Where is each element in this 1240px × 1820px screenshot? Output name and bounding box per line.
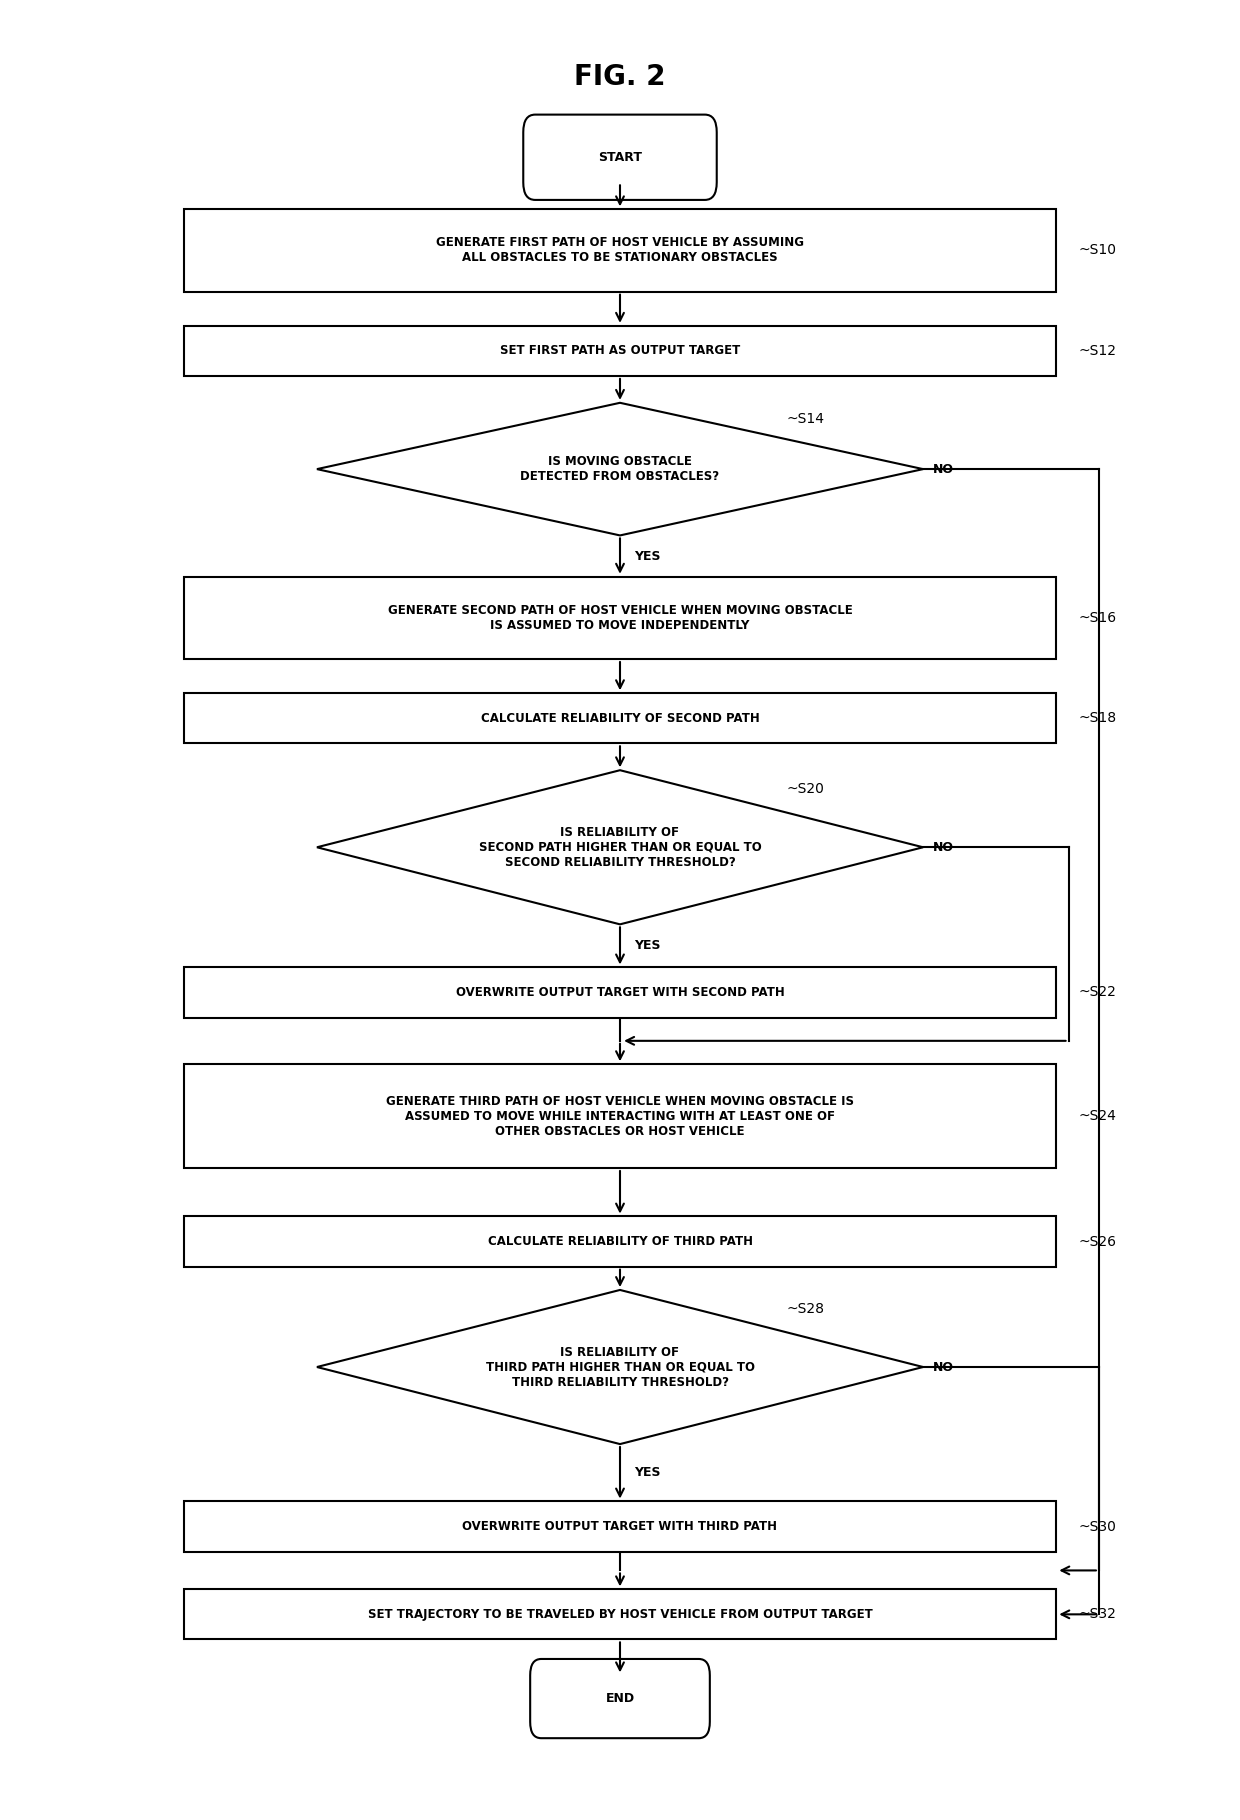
Text: ~S10: ~S10 (1079, 244, 1116, 257)
Text: OVERWRITE OUTPUT TARGET WITH THIRD PATH: OVERWRITE OUTPUT TARGET WITH THIRD PATH (463, 1520, 777, 1532)
Text: ~S12: ~S12 (1079, 344, 1116, 359)
Text: YES: YES (635, 550, 661, 562)
Text: ~S30: ~S30 (1079, 1520, 1116, 1534)
Text: END: END (605, 1693, 635, 1705)
Text: ~S26: ~S26 (1079, 1234, 1116, 1249)
Polygon shape (317, 1290, 923, 1443)
Text: SET FIRST PATH AS OUTPUT TARGET: SET FIRST PATH AS OUTPUT TARGET (500, 344, 740, 357)
Text: CALCULATE RELIABILITY OF THIRD PATH: CALCULATE RELIABILITY OF THIRD PATH (487, 1236, 753, 1249)
Text: START: START (598, 151, 642, 164)
Polygon shape (317, 402, 923, 535)
Bar (184, 1502, 1056, 1552)
FancyBboxPatch shape (531, 1660, 709, 1738)
Text: ~S24: ~S24 (1079, 1108, 1116, 1123)
Text: GENERATE THIRD PATH OF HOST VEHICLE WHEN MOVING OBSTACLE IS
ASSUMED TO MOVE WHIL: GENERATE THIRD PATH OF HOST VEHICLE WHEN… (386, 1094, 854, 1138)
Text: ~S18: ~S18 (1079, 712, 1116, 724)
Bar (184, 1216, 1056, 1267)
Text: NO: NO (932, 841, 954, 854)
Text: SET TRAJECTORY TO BE TRAVELED BY HOST VEHICLE FROM OUTPUT TARGET: SET TRAJECTORY TO BE TRAVELED BY HOST VE… (367, 1607, 873, 1622)
Text: ~S32: ~S32 (1079, 1607, 1116, 1622)
Text: ~S14: ~S14 (786, 413, 825, 426)
Text: NO: NO (932, 1361, 954, 1374)
Text: ~S20: ~S20 (786, 783, 825, 797)
Text: YES: YES (635, 939, 661, 952)
Text: FIG. 2: FIG. 2 (574, 62, 666, 91)
Text: NO: NO (932, 462, 954, 475)
Text: CALCULATE RELIABILITY OF SECOND PATH: CALCULATE RELIABILITY OF SECOND PATH (481, 712, 759, 724)
Bar (184, 577, 1056, 659)
Bar (184, 326, 1056, 377)
Text: IS MOVING OBSTACLE
DETECTED FROM OBSTACLES?: IS MOVING OBSTACLE DETECTED FROM OBSTACL… (521, 455, 719, 482)
Text: IS RELIABILITY OF
SECOND PATH HIGHER THAN OR EQUAL TO
SECOND RELIABILITY THRESHO: IS RELIABILITY OF SECOND PATH HIGHER THA… (479, 826, 761, 868)
Polygon shape (317, 770, 923, 925)
Text: IS RELIABILITY OF
THIRD PATH HIGHER THAN OR EQUAL TO
THIRD RELIABILITY THRESHOLD: IS RELIABILITY OF THIRD PATH HIGHER THAN… (486, 1345, 754, 1389)
Text: YES: YES (635, 1467, 661, 1480)
FancyBboxPatch shape (523, 115, 717, 200)
Bar (184, 209, 1056, 291)
Text: ~S28: ~S28 (786, 1303, 825, 1316)
Bar (184, 968, 1056, 1017)
Text: ~S22: ~S22 (1079, 985, 1116, 999)
Bar (184, 1065, 1056, 1168)
Text: GENERATE FIRST PATH OF HOST VEHICLE BY ASSUMING
ALL OBSTACLES TO BE STATIONARY O: GENERATE FIRST PATH OF HOST VEHICLE BY A… (436, 237, 804, 264)
Bar (184, 1589, 1056, 1640)
Text: GENERATE SECOND PATH OF HOST VEHICLE WHEN MOVING OBSTACLE
IS ASSUMED TO MOVE IND: GENERATE SECOND PATH OF HOST VEHICLE WHE… (388, 604, 852, 632)
Text: OVERWRITE OUTPUT TARGET WITH SECOND PATH: OVERWRITE OUTPUT TARGET WITH SECOND PATH (455, 986, 785, 999)
Text: ~S16: ~S16 (1079, 612, 1116, 624)
Bar (184, 693, 1056, 743)
